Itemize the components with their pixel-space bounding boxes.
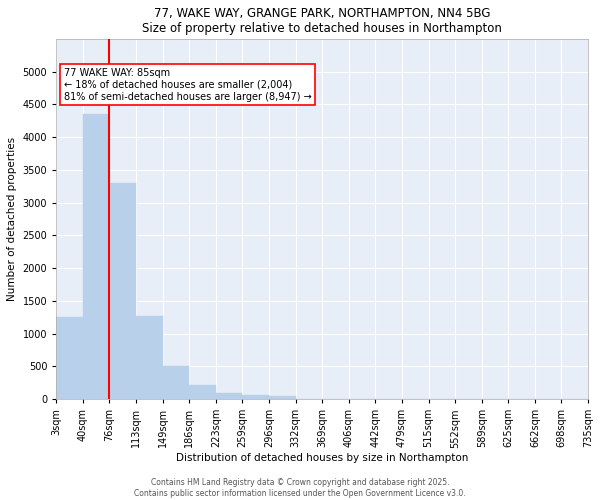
Bar [189, 385, 216, 399]
Y-axis label: Number of detached properties: Number of detached properties [7, 137, 17, 301]
X-axis label: Distribution of detached houses by size in Northampton: Distribution of detached houses by size … [176, 453, 469, 463]
Text: Contains HM Land Registry data © Crown copyright and database right 2025.
Contai: Contains HM Land Registry data © Crown c… [134, 478, 466, 498]
Bar [242, 396, 269, 399]
Bar [56, 317, 83, 399]
Text: 77 WAKE WAY: 85sqm
← 18% of detached houses are smaller (2,004)
81% of semi-deta: 77 WAKE WAY: 85sqm ← 18% of detached hou… [64, 68, 311, 102]
Bar [216, 393, 242, 399]
Bar [136, 316, 163, 399]
Bar [109, 183, 136, 399]
Bar [83, 114, 109, 399]
Bar [269, 396, 296, 399]
Bar [163, 366, 189, 399]
Title: 77, WAKE WAY, GRANGE PARK, NORTHAMPTON, NN4 5BG
Size of property relative to det: 77, WAKE WAY, GRANGE PARK, NORTHAMPTON, … [142, 7, 502, 35]
